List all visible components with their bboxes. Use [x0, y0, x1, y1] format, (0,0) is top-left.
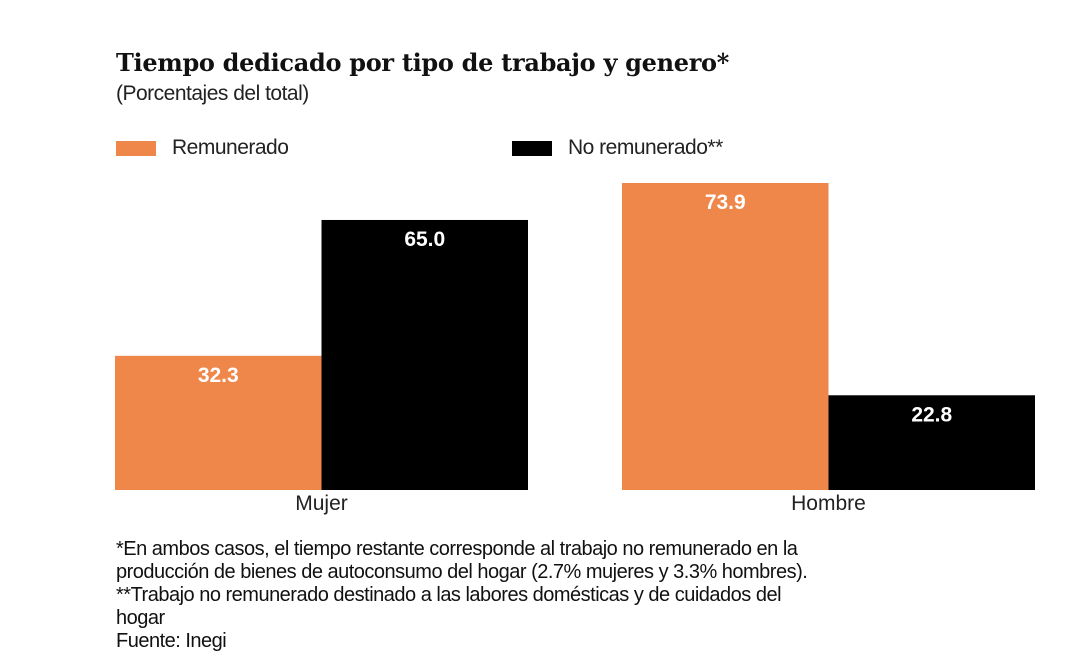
- data-label: 32.3: [198, 364, 239, 387]
- footnote-line: producción de bienes de autoconsumo del …: [116, 561, 808, 583]
- footnote-line: *En ambos casos, el tiempo restante corr…: [116, 538, 798, 560]
- legend-item-no-remunerado: No remunerado**: [512, 136, 723, 160]
- bar-hombre-1: [828, 395, 1035, 490]
- category-label: Hombre: [791, 492, 866, 515]
- legend-swatch: [116, 140, 156, 156]
- bar-mujer-0: [115, 355, 322, 490]
- bar-hombre-0: [622, 183, 829, 490]
- legend-label: No remunerado**: [568, 136, 723, 159]
- footnote-line: hogar: [116, 607, 165, 629]
- legend-swatch: [512, 140, 552, 156]
- legend-label: Remunerado: [172, 136, 289, 159]
- chart-subtitle: (Porcentajes del total): [116, 82, 309, 105]
- data-label: 65.0: [404, 228, 445, 251]
- footnote-line: **Trabajo no remunerado destinado a las …: [116, 584, 782, 606]
- category-label: Mujer: [295, 492, 348, 515]
- data-label: 22.8: [911, 403, 952, 426]
- footnotes: *En ambos casos, el tiempo restante corr…: [116, 538, 1056, 653]
- source-note: Fuente: Inegi: [116, 630, 227, 652]
- bar-mujer-1: [321, 219, 528, 490]
- bar-chart: 32.3 65.0 Mujer 73.9 22.8 Hombre: [115, 183, 1035, 515]
- chart-title: Tiempo dedicado por tipo de trabajo y ge…: [116, 48, 730, 77]
- legend-item-remunerado: Remunerado: [116, 136, 289, 160]
- data-label: 73.9: [705, 191, 746, 214]
